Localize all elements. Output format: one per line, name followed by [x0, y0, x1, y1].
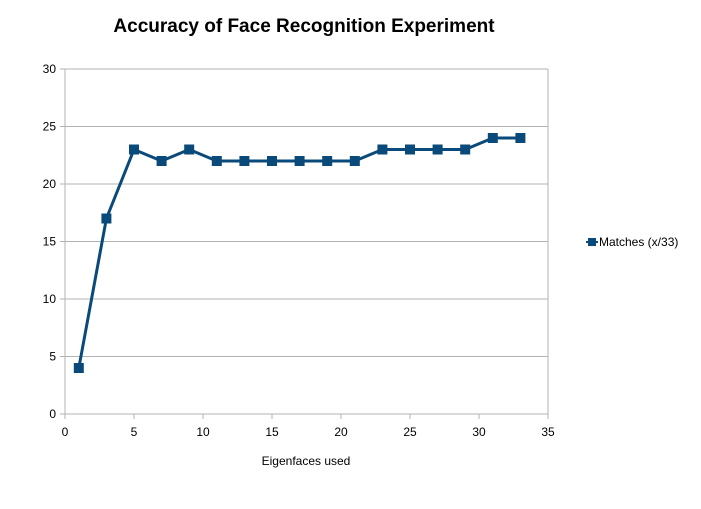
data-point — [487, 133, 498, 143]
y-tick-label: 10 — [43, 292, 57, 306]
legend: Matches (x/33) — [586, 235, 678, 249]
y-tick-label: 30 — [43, 62, 57, 76]
y-tick-label: 5 — [49, 350, 56, 364]
x-axis-title: Eigenfaces used — [262, 454, 351, 468]
data-point — [322, 156, 333, 166]
data-point — [377, 144, 388, 155]
x-tick-label: 0 — [62, 425, 69, 439]
data-point — [294, 156, 305, 166]
legend-marker — [588, 238, 596, 246]
legend-label: Matches (x/33) — [599, 235, 678, 249]
chart-title: Accuracy of Face Recognition Experiment — [113, 16, 495, 37]
series-layer — [73, 133, 526, 373]
y-tick-label: 15 — [43, 235, 57, 249]
data-point — [432, 144, 443, 155]
x-tick-label: 5 — [131, 425, 138, 439]
data-point — [73, 363, 84, 373]
x-tick-label: 30 — [472, 425, 486, 439]
data-point — [239, 156, 250, 166]
data-point — [184, 144, 195, 155]
data-point — [211, 156, 222, 166]
y-tick-label: 25 — [43, 120, 57, 134]
data-point — [515, 133, 526, 143]
data-point — [349, 156, 360, 166]
y-tick-label: 0 — [49, 407, 56, 421]
data-point — [460, 144, 471, 155]
x-tick-label: 35 — [541, 425, 555, 439]
y-tick-label: 20 — [43, 177, 57, 191]
x-tick-label: 10 — [196, 425, 210, 439]
axes — [60, 68, 549, 419]
data-point — [156, 156, 167, 166]
grid-lines — [65, 68, 548, 357]
x-tick-label: 20 — [334, 425, 348, 439]
data-point — [129, 144, 139, 155]
series-line — [77, 136, 521, 369]
x-tick-label: 25 — [403, 425, 417, 439]
tick-labels: 0 5 10 15 20 25 30 0 5 10 15 20 25 30 35 — [43, 62, 555, 439]
data-point — [405, 144, 415, 155]
x-tick-label: 15 — [265, 425, 279, 439]
data-point — [101, 213, 112, 224]
data-point — [267, 156, 277, 166]
